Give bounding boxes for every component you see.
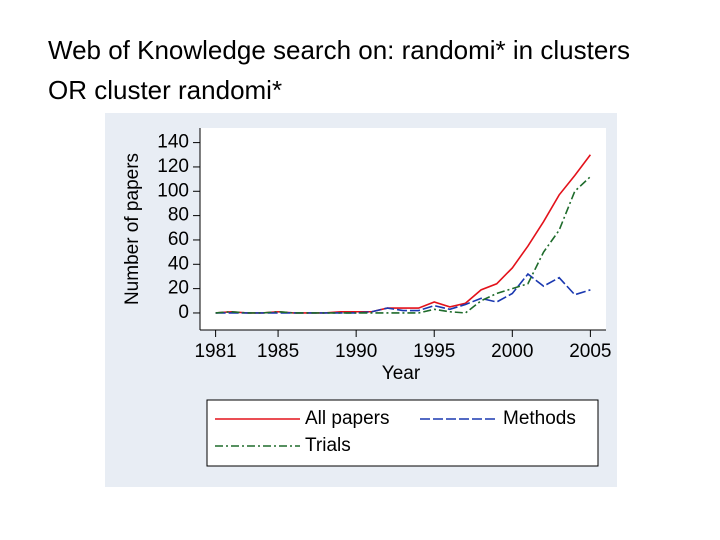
- x-tick-label: 1985: [257, 341, 299, 362]
- legend-label: Methods: [503, 408, 576, 429]
- legend-box: [206, 399, 599, 467]
- y-tick-label: 140: [157, 132, 189, 153]
- y-tick-label: 80: [168, 205, 189, 226]
- series-line: [215, 272, 591, 314]
- x-tick-label: 1995: [413, 341, 455, 362]
- y-tick-label: 60: [168, 229, 189, 250]
- y-tick-label: 100: [157, 180, 189, 201]
- plot-area: [200, 128, 606, 330]
- x-tick-label: 1990: [335, 341, 377, 362]
- x-tick-label: 2005: [569, 341, 611, 362]
- x-tick-label: 1981: [194, 341, 236, 362]
- x-tick-label: 2000: [491, 341, 533, 362]
- y-tick-label: 20: [168, 278, 189, 299]
- legend-label: All papers: [305, 408, 390, 429]
- slide-title: Web of Knowledge search on: randomi* in …: [48, 35, 630, 105]
- y-tick-label: 120: [157, 156, 189, 177]
- y-tick-label: 0: [178, 302, 189, 323]
- x-axis-title: Year: [382, 363, 421, 384]
- y-tick-label: 40: [168, 253, 189, 274]
- series-line: [215, 176, 591, 314]
- series-line: [215, 154, 592, 314]
- y-axis-title: Number of papers: [122, 153, 143, 305]
- legend-label: Trials: [305, 435, 351, 456]
